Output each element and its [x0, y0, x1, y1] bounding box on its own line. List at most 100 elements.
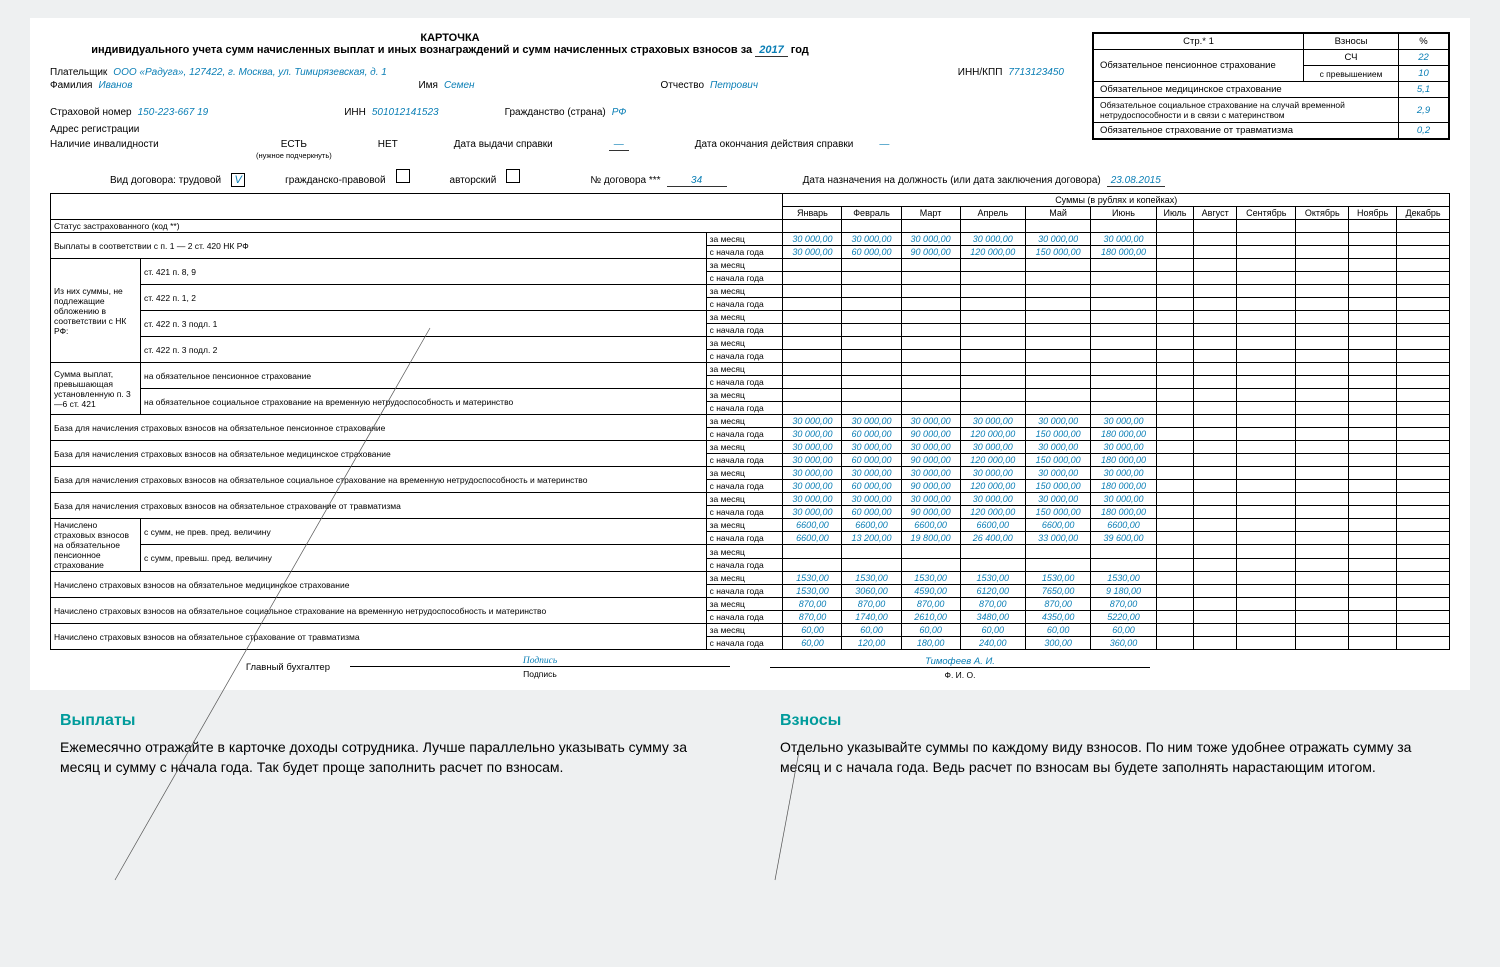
calc1a-label: с сумм, не прев. пред. величину — [141, 519, 707, 545]
value-cell: 60,00 — [1025, 624, 1090, 637]
value-cell: 5220,00 — [1091, 611, 1156, 624]
value-cell — [1296, 493, 1349, 506]
period-cell: с начала года — [706, 454, 783, 467]
period-cell: за месяц — [706, 493, 783, 506]
value-cell: 30 000,00 — [901, 493, 960, 506]
value-cell — [1296, 259, 1349, 272]
value-cell — [783, 376, 842, 389]
value-cell — [1397, 441, 1450, 454]
value-cell: 60,00 — [960, 624, 1025, 637]
value-cell: 30 000,00 — [842, 493, 901, 506]
value-cell: 30 000,00 — [1025, 467, 1090, 480]
signature-row: Главный бухгалтер Подпись Подпись Тимофе… — [50, 656, 1450, 680]
value-cell — [1156, 506, 1194, 519]
value-cell — [1349, 559, 1397, 572]
value-cell — [960, 402, 1025, 415]
doc-subtitle-post: год — [791, 44, 809, 56]
value-cell: 60 000,00 — [842, 454, 901, 467]
ins-num-label: Страховой номер — [50, 107, 132, 118]
value-cell: 120 000,00 — [960, 480, 1025, 493]
value-cell: 120 000,00 — [960, 506, 1025, 519]
value-cell — [1156, 467, 1194, 480]
value-cell — [1194, 272, 1237, 285]
value-cell — [842, 559, 901, 572]
value-cell — [1397, 311, 1450, 324]
name-label: Имя — [418, 80, 437, 91]
value-cell: 6600,00 — [1091, 519, 1156, 532]
checkbox-labor[interactable]: V — [231, 173, 245, 187]
value-cell: 120,00 — [842, 637, 901, 650]
value-cell — [1156, 624, 1194, 637]
value-cell — [1237, 233, 1296, 246]
value-cell — [783, 389, 842, 402]
value-cell — [1091, 559, 1156, 572]
month-header: Август — [1194, 207, 1237, 220]
value-cell — [960, 337, 1025, 350]
value-cell — [960, 298, 1025, 311]
value-cell — [1156, 572, 1194, 585]
value-cell — [1349, 493, 1397, 506]
value-cell — [1397, 559, 1450, 572]
year-value: 2017 — [755, 44, 787, 57]
checkbox-author[interactable] — [506, 169, 520, 183]
value-cell: 30 000,00 — [842, 467, 901, 480]
value-cell: 30 000,00 — [783, 428, 842, 441]
value-cell — [1349, 624, 1397, 637]
excl1-label: ст. 421 п. 8, 9 — [141, 259, 707, 285]
value-cell: 150 000,00 — [1025, 454, 1090, 467]
value-cell — [842, 272, 901, 285]
value-cell: 13 200,00 — [842, 532, 901, 545]
value-cell — [1349, 572, 1397, 585]
value-cell: 1530,00 — [842, 572, 901, 585]
value-cell — [1296, 415, 1349, 428]
value-cell — [842, 350, 901, 363]
value-cell — [1349, 233, 1397, 246]
period-cell: с начала года — [706, 637, 783, 650]
value-cell: 30 000,00 — [1091, 441, 1156, 454]
value-cell — [1349, 285, 1397, 298]
value-cell — [901, 285, 960, 298]
value-cell — [1237, 585, 1296, 598]
period-cell: с начала года — [706, 480, 783, 493]
value-cell — [1397, 637, 1450, 650]
value-cell: 870,00 — [960, 598, 1025, 611]
value-cell — [1296, 324, 1349, 337]
cert-end-label: Дата окончания действия справки — [695, 139, 854, 150]
value-cell: 30 000,00 — [1091, 233, 1156, 246]
value-cell — [1156, 402, 1194, 415]
value-cell — [842, 376, 901, 389]
value-cell — [1237, 389, 1296, 402]
value-cell — [1156, 519, 1194, 532]
value-cell — [1194, 233, 1237, 246]
value-cell — [1194, 311, 1237, 324]
value-cell — [1397, 506, 1450, 519]
value-cell — [1296, 519, 1349, 532]
value-cell — [1025, 298, 1090, 311]
value-cell — [1397, 337, 1450, 350]
value-cell — [1397, 493, 1450, 506]
value-cell — [842, 337, 901, 350]
value-cell: 30 000,00 — [1025, 233, 1090, 246]
value-cell — [1296, 598, 1349, 611]
checkbox-civil[interactable] — [396, 169, 410, 183]
box-med-label: Обязательное медицинское страхование — [1094, 82, 1399, 98]
value-cell — [1156, 246, 1194, 259]
value-cell — [1156, 545, 1194, 559]
value-cell: 30 000,00 — [783, 441, 842, 454]
value-cell — [1194, 389, 1237, 402]
value-cell — [1091, 337, 1156, 350]
value-cell: 30 000,00 — [1091, 493, 1156, 506]
value-cell — [1156, 285, 1194, 298]
value-cell — [1397, 376, 1450, 389]
month-header: Июнь — [1091, 207, 1156, 220]
value-cell — [842, 389, 901, 402]
value-cell: 60 000,00 — [842, 428, 901, 441]
value-cell — [1397, 298, 1450, 311]
value-cell — [842, 285, 901, 298]
value-cell — [960, 311, 1025, 324]
callout-contributions: Взносы Отдельно указывайте суммы по кажд… — [780, 710, 1440, 778]
value-cell — [1156, 428, 1194, 441]
value-cell: 30 000,00 — [1025, 441, 1090, 454]
month-header: Июль — [1156, 207, 1194, 220]
value-cell — [1091, 376, 1156, 389]
